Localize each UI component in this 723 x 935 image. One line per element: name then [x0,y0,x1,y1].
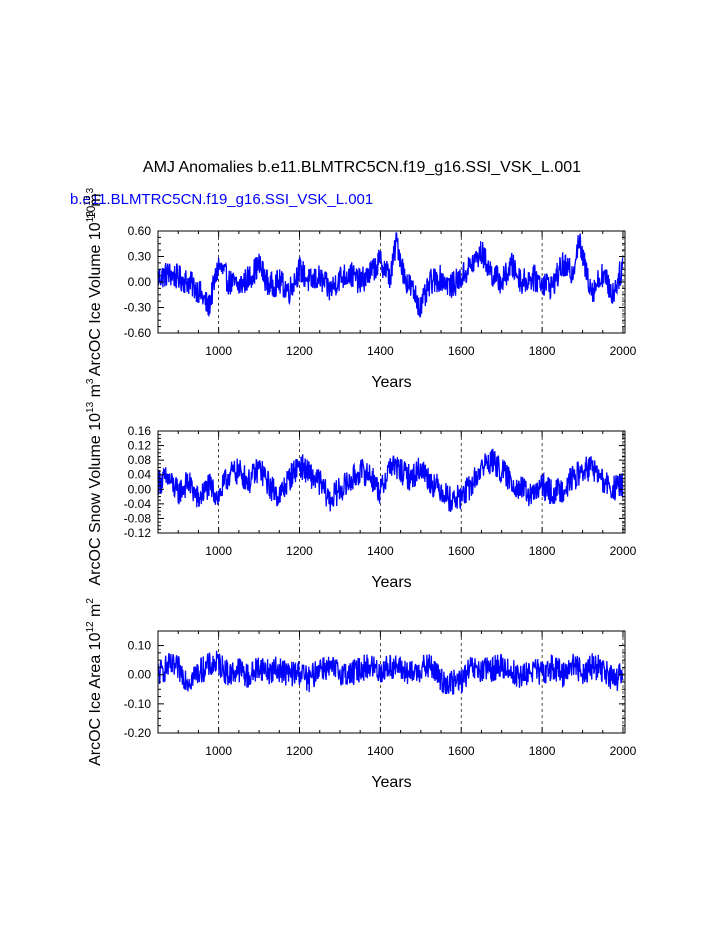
y-axis-label-part: 13 [82,196,92,206]
x-tick-label: 1800 [529,544,556,558]
y-tick-label: -0.60 [124,326,152,340]
x-tick-label: 1200 [286,344,313,358]
x-tick-label: 1000 [205,544,232,558]
y-tick-label: -0.30 [124,301,152,315]
x-axis-label: Years [371,374,411,391]
y-axis-label-part: 13 [85,211,96,223]
y-tick-label: 0.08 [128,453,152,467]
x-tick-label: 1400 [367,744,394,758]
data-line [157,448,624,512]
y-tick-label: 0.30 [128,250,152,264]
data-line [157,232,624,318]
y-axis-label-part: ArcOC Ice Area 10 [87,632,104,765]
x-tick-label: 1000 [205,744,232,758]
y-axis-label-part: 10 [84,205,98,219]
y-axis-label-part: 3 [85,187,96,193]
x-tick-label: 2000 [610,344,637,358]
x-tick-label: 1200 [286,544,313,558]
y-axis-label-part: 13 [85,401,96,413]
figure-title: AMJ Anomalies b.e11.BLMTRC5CN.f19_g16.SS… [143,159,581,176]
y-tick-label: 0.04 [128,468,152,482]
chart-panel-2: 1000 1200 1400 1600 1800 2000 0.160.120.080.04… [85,378,637,591]
y-axis-label: ArcOC Ice Area 1012 m2 [85,598,104,766]
x-tick-label: 1400 [367,344,394,358]
y-axis-label-part: 12 [85,621,96,633]
y-axis-label-part: m [87,604,104,622]
x-axis-label: Years [371,774,411,791]
data-line [157,650,624,695]
y-axis-label-part: ArcOC Snow Volume 10 [87,413,104,586]
x-tick-label: 1200 [286,744,313,758]
chart-panel-1: 1000 1200 1400 1600 1800 2000 0.60 0.30 0.00 -0.3… [82,187,637,391]
x-tick-label: 1400 [367,544,394,558]
y-tick-label: 0.16 [128,424,152,438]
y-tick-label: 0.60 [128,224,152,238]
chart-panels: 1000 1200 1400 1600 1800 2000 0.60 0.30 0.00 -0.3… [82,187,637,791]
y-axis-label: ArcOC Ice Volume 1013 m3 [85,187,104,376]
y-axis-label-part: m [87,193,104,211]
y-tick-label: 0.00 [128,482,152,496]
x-tick-label: 1000 [205,344,232,358]
y-tick-label: -0.04 [124,497,152,511]
x-axis-label: Years [371,574,411,591]
x-tick-label: 1600 [448,344,475,358]
y-tick-label: -0.20 [124,726,152,740]
figure-subtitle: b.e11.BLMTRC5CN.f19_g16.SSI_VSK_L.001 [70,191,373,208]
y-axis-label-part: 3 [85,378,96,384]
y-tick-label: -0.08 [124,511,152,525]
y-axis-label-part: 2 [85,598,96,604]
y-tick-label: 0.00 [128,668,152,682]
y-axis-label-part: m [87,384,104,402]
x-tick-label: 1600 [448,744,475,758]
chart-panel-3: 1000 1200 1400 1600 1800 2000 0.10 0.00 -0.10 -0.… [85,598,637,791]
y-tick-label: 0.10 [128,639,152,653]
x-tick-label: 2000 [610,544,637,558]
y-tick-label: 0.00 [128,275,152,289]
y-tick-label: 0.12 [128,439,152,453]
y-axis-label: ArcOC Snow Volume 1013 m3 [85,378,104,585]
y-tick-label: -0.12 [124,526,152,540]
x-tick-label: 1800 [529,344,556,358]
x-tick-label: 1800 [529,744,556,758]
y-axis-label-overlap: 1013 [82,196,98,219]
x-tick-label: 2000 [610,744,637,758]
y-tick-label: -0.10 [124,697,152,711]
x-tick-label: 1600 [448,544,475,558]
y-axis-label-part: ArcOC Ice Volume 10 [87,222,104,376]
